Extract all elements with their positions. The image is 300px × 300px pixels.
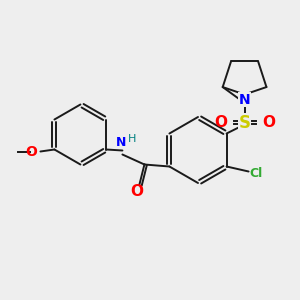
Text: O: O (130, 184, 143, 199)
Text: N: N (239, 92, 250, 106)
Text: O: O (214, 115, 227, 130)
Text: S: S (238, 113, 250, 131)
Text: O: O (26, 145, 38, 158)
Text: H: H (128, 134, 136, 145)
Text: O: O (262, 115, 275, 130)
Text: Cl: Cl (250, 167, 263, 180)
Text: N: N (116, 136, 127, 149)
